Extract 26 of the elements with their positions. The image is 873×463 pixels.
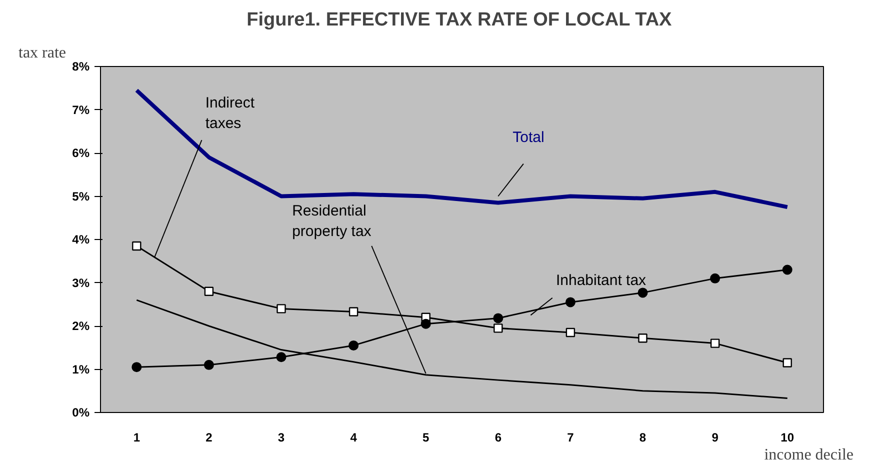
y-tick-label: 0% (72, 406, 90, 420)
x-tick-label: 5 (422, 430, 430, 444)
y-axis-title: tax rate (18, 44, 66, 62)
y-tick-label: 6% (72, 146, 90, 160)
y-tick-label: 5% (72, 189, 90, 204)
chart-title: Figure1. EFFECTIVE TAX RATE OF LOCAL TAX (246, 10, 672, 30)
y-tick-label: 1% (72, 362, 90, 376)
x-tick-label: 3 (278, 430, 285, 444)
x-tick-label: 4 (350, 430, 358, 444)
x-tick-label: 2 (206, 430, 213, 444)
x-tick-label: 6 (494, 430, 502, 444)
x-axis-title: income decile (764, 446, 854, 463)
text: Indirect taxes (205, 94, 256, 132)
y-tick-label: 7% (72, 102, 90, 117)
text: Residential property tax (292, 202, 372, 240)
x-tick-label: 7 (567, 430, 574, 444)
y-tick-label: 3% (72, 276, 90, 290)
y-tick-label: 8% (72, 60, 90, 74)
x-tick-label: 1 (133, 430, 140, 444)
y-tick-label: 4% (72, 232, 90, 246)
text: Total (512, 129, 544, 146)
y-tick-label: 2% (72, 319, 90, 333)
x-tick-label: 10 (780, 430, 794, 444)
series-label: Inhabitant tax (556, 272, 647, 289)
x-tick-label: 9 (712, 430, 719, 444)
x-tick-label: 8 (639, 430, 646, 444)
